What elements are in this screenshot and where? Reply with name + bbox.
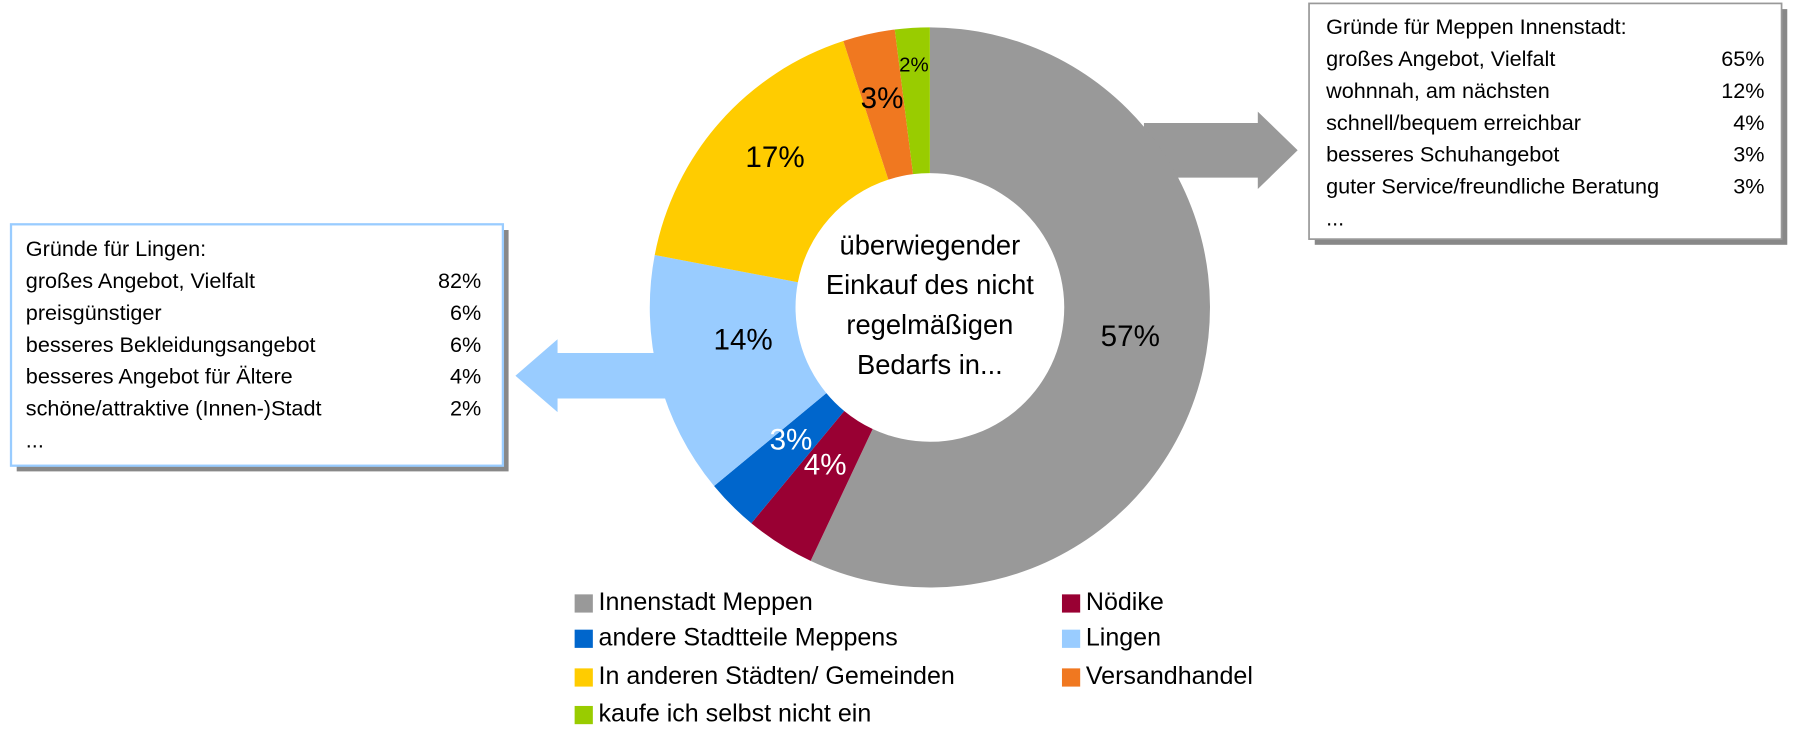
- legend-swatch: [574, 594, 593, 613]
- box-item-label: besseres Angebot für Ältere: [26, 364, 293, 389]
- arrow-right: [1143, 111, 1298, 190]
- legend-swatch: [1061, 594, 1081, 613]
- box-item-label: besseres Schuhangebot: [1326, 142, 1559, 167]
- box-item-label: preisgünstiger: [26, 300, 162, 325]
- legend-label: In anderen Städten/ Gemeinden: [599, 662, 955, 690]
- center-text: Einkauf des nicht: [826, 269, 1034, 300]
- box-lingen: [9, 223, 505, 467]
- legend-label: kaufe ich selbst nicht ein: [599, 700, 872, 728]
- box-item-value: 6%: [450, 300, 481, 325]
- box-item-label: schöne/attraktive (Innen-)Stadt: [26, 396, 322, 421]
- box-item-label: großes Angebot, Vielfalt: [26, 268, 255, 293]
- donut-slice: [810, 27, 1210, 588]
- box-meppen: [1308, 2, 1783, 240]
- box-item-value: 3%: [1733, 174, 1764, 199]
- box-item-value: 3%: [1733, 142, 1764, 167]
- arrow-left: [515, 339, 666, 413]
- legend-label: Innenstadt Meppen: [599, 588, 813, 616]
- box-item-value: 65%: [1721, 46, 1764, 71]
- box-more: ...: [26, 428, 44, 453]
- legend-label: Lingen: [1086, 623, 1161, 651]
- donut-slice: [649, 254, 827, 486]
- legend-swatch: [1061, 629, 1081, 648]
- legend-swatch: [574, 629, 593, 648]
- data-label: 4%: [804, 449, 847, 482]
- center-text: überwiegender: [840, 229, 1021, 260]
- data-label: 3%: [770, 424, 813, 457]
- box-title: Gründe für Meppen Innenstadt:: [1326, 14, 1627, 39]
- box-item-value: 4%: [450, 364, 481, 389]
- data-label: 3%: [861, 82, 904, 115]
- legend-label: andere Stadtteile Meppens: [599, 623, 898, 651]
- box-item-value: 2%: [450, 396, 481, 421]
- donut-slice: [843, 29, 914, 180]
- donut-slice: [654, 41, 889, 283]
- data-label: 57%: [1101, 320, 1160, 353]
- box-item-label: wohnnah, am nächsten: [1325, 78, 1550, 103]
- legend-label: Nödike: [1086, 588, 1164, 616]
- box-item-label: guter Service/freundliche Beratung: [1326, 174, 1659, 199]
- legend-swatch: [574, 668, 593, 687]
- box-item-label: großes Angebot, Vielfalt: [1326, 46, 1555, 71]
- box-item-value: 4%: [1733, 110, 1764, 135]
- box-item-value: 82%: [438, 268, 481, 293]
- donut-slice: [714, 393, 845, 524]
- data-label: 17%: [745, 141, 804, 174]
- box-item-label: schnell/bequem erreichbar: [1326, 110, 1581, 135]
- legend-swatch: [1061, 668, 1081, 687]
- box-title: Gründe für Lingen:: [26, 236, 206, 261]
- donut-hole: [796, 174, 1064, 441]
- center-text: regelmäßigen: [846, 309, 1013, 340]
- box-item-value: 12%: [1721, 78, 1764, 103]
- data-label: 2%: [899, 53, 929, 76]
- donut-slice: [751, 410, 873, 561]
- box-item-label: besseres Bekleidungsangebot: [26, 332, 316, 357]
- box-more: ...: [1326, 205, 1344, 230]
- data-label: 14%: [714, 323, 773, 356]
- donut-slice: [894, 27, 930, 175]
- legend-swatch: [574, 705, 593, 725]
- legend-label: Versandhandel: [1086, 662, 1253, 690]
- center-text: Bedarfs in...: [857, 349, 1003, 380]
- box-item-value: 6%: [450, 332, 481, 357]
